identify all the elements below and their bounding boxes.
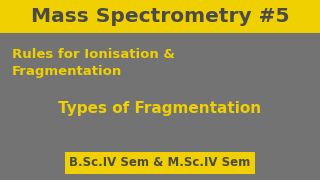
Bar (65, 152, 255, 174)
Text: Mass Spectrometry #5: Mass Spectrometry #5 (31, 7, 289, 26)
Text: Fragmentation: Fragmentation (12, 66, 122, 78)
Text: Types of Fragmentation: Types of Fragmentation (59, 100, 261, 116)
Text: Rules for Ionisation &: Rules for Ionisation & (12, 48, 175, 60)
Text: B.Sc.IV Sem & M.Sc.IV Sem: B.Sc.IV Sem & M.Sc.IV Sem (69, 156, 251, 170)
Bar (0, 0, 320, 33)
